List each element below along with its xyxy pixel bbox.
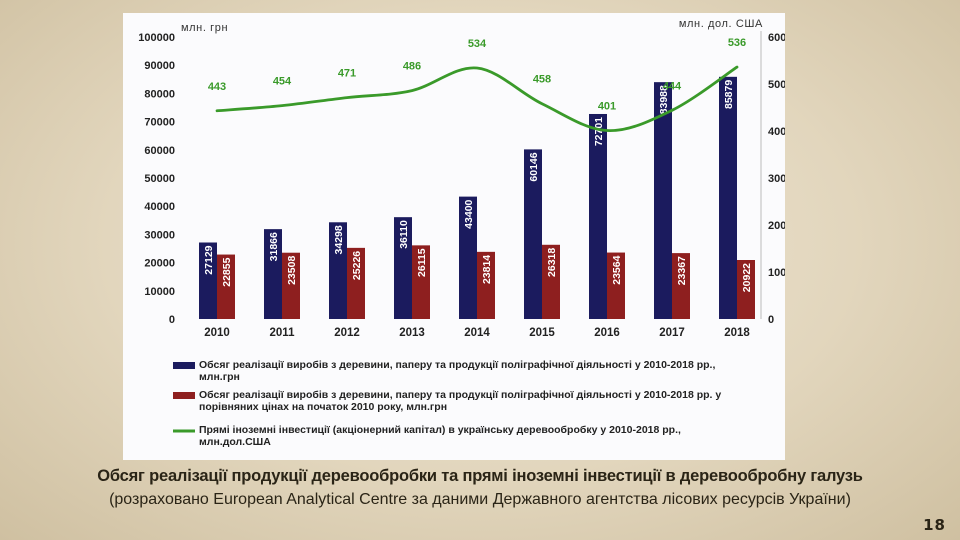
- bar-current-value-label: 72701: [593, 117, 605, 146]
- bar-comparable-value-label: 20922: [741, 263, 753, 292]
- bar-current-prices: [394, 217, 412, 319]
- bar-current-value-label: 83988: [658, 85, 670, 114]
- right-tick-label: 400: [768, 126, 785, 138]
- left-tick-label: 30000: [144, 229, 175, 241]
- chart-caption-source: (розраховано European Analytical Centre …: [109, 491, 851, 508]
- page-number: 18: [923, 516, 946, 534]
- investment-value-label: 444: [663, 80, 682, 92]
- right-tick-label: 600: [768, 32, 785, 44]
- left-tick-label: 80000: [144, 88, 175, 100]
- right-tick-label: 100: [768, 267, 785, 279]
- investment-value-label: 486: [403, 61, 421, 73]
- bar-comparable-prices: [542, 244, 560, 319]
- left-tick-label: 10000: [144, 286, 175, 298]
- investment-value-label: 401: [598, 101, 616, 113]
- bar-comparable-prices: [672, 253, 690, 319]
- bar-current-prices: [264, 229, 282, 319]
- left-tick-label: 20000: [144, 258, 175, 270]
- bar-comparable-value-label: 23814: [481, 255, 493, 284]
- left-tick-label: 60000: [144, 145, 175, 157]
- bar-current-value-label: 34298: [333, 225, 345, 254]
- bar-comparable-value-label: 23508: [286, 256, 298, 285]
- bar-comparable-value-label: 26115: [416, 248, 428, 277]
- left-tick-label: 70000: [144, 117, 175, 129]
- right-tick-label: 200: [768, 220, 785, 232]
- legend-swatch-comparable-prices: [173, 392, 195, 399]
- investment-value-label: 454: [273, 76, 292, 88]
- bar-current-value-label: 43400: [463, 199, 475, 228]
- legend-entry-comparable-prices: Обсяг реалізації виробів з деревини, пап…: [199, 389, 721, 413]
- right-axis-label: млн. дол. США: [679, 18, 763, 30]
- bar-comparable-value-label: 23564: [611, 255, 623, 284]
- right-tick-label: 300: [768, 173, 785, 185]
- x-tick-label: 2015: [529, 327, 555, 339]
- left-tick-label: 40000: [144, 201, 175, 213]
- x-tick-label: 2014: [464, 327, 490, 339]
- bar-current-prices: [459, 196, 477, 319]
- x-tick-label: 2012: [334, 327, 360, 339]
- bar-comparable-value-label: 26318: [546, 248, 558, 277]
- legend-entry-current-prices: Обсяг реалізації виробів з деревини, пап…: [199, 359, 715, 383]
- investment-value-label: 443: [208, 81, 226, 93]
- bar-comparable-prices: [412, 245, 430, 319]
- x-tick-label: 2017: [659, 327, 685, 339]
- investment-value-label: 471: [338, 68, 356, 80]
- legend-entry-investment: Прямі іноземні інвестиції (акціонерний к…: [199, 424, 681, 448]
- bar-current-prices: [719, 76, 737, 319]
- legend-swatch-current-prices: [173, 362, 195, 369]
- bar-current-value-label: 85879: [723, 80, 735, 109]
- x-tick-label: 2011: [270, 327, 296, 339]
- left-tick-label: 100000: [138, 32, 175, 44]
- bar-comparable-prices: [477, 251, 495, 319]
- x-tick-label: 2018: [724, 327, 750, 339]
- left-tick-label: 50000: [144, 173, 175, 185]
- bar-current-value-label: 31866: [268, 232, 280, 261]
- left-tick-label: 0: [169, 314, 175, 326]
- combo-chart: млн. грн млн. дол. США 0 10000 20000 30000 400…: [138, 18, 785, 448]
- bar-comparable-prices: [282, 252, 300, 319]
- x-tick-label: 2010: [204, 327, 230, 339]
- bar-comparable-value-label: 23367: [676, 256, 688, 285]
- x-tick-label: 2013: [399, 327, 425, 339]
- bar-current-prices: [589, 113, 607, 319]
- bar-comparable-value-label: 22855: [221, 257, 233, 286]
- investment-line: [215, 65, 739, 132]
- x-tick-label: 2016: [594, 327, 620, 339]
- left-tick-label: 90000: [144, 60, 175, 72]
- right-tick-label: 0: [768, 314, 774, 326]
- bar-comparable-prices: [347, 247, 365, 319]
- investment-value-label: 458: [533, 74, 551, 86]
- bar-current-value-label: 36110: [398, 220, 410, 249]
- bar-current-prices: [199, 242, 217, 319]
- chart-panel: млн. грн млн. дол. США 0 10000 20000 30000 400…: [123, 13, 785, 460]
- right-tick-label: 500: [768, 79, 785, 91]
- bar-comparable-prices: [607, 252, 625, 319]
- investment-value-label: 534: [468, 38, 487, 50]
- bar-current-prices: [654, 82, 672, 319]
- bar-comparable-prices: [217, 254, 235, 319]
- bar-current-prices: [329, 222, 347, 319]
- bar-comparable-value-label: 25226: [351, 251, 363, 280]
- bar-comparable-prices: [737, 259, 755, 319]
- bar-current-value-label: 27129: [203, 245, 215, 274]
- left-axis-label: млн. грн: [181, 22, 228, 34]
- bar-current-prices: [524, 149, 542, 319]
- investment-value-label: 536: [728, 37, 746, 49]
- chart-caption-title: Обсяг реалізації продукції деревообробки…: [97, 467, 863, 485]
- bar-current-value-label: 60146: [528, 152, 540, 181]
